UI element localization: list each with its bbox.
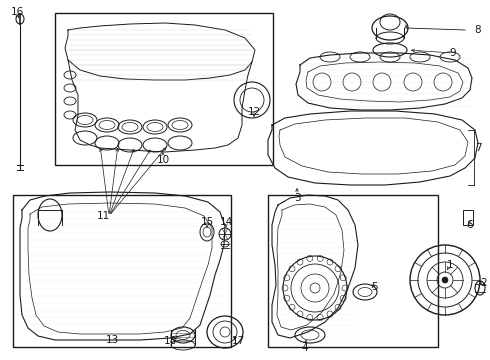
Text: 18: 18 (163, 336, 176, 346)
Text: 10: 10 (156, 155, 170, 165)
Bar (55, 13, 273, 165)
Text: 16: 16 (10, 7, 24, 17)
Text: 11: 11 (97, 211, 110, 221)
Text: 13: 13 (105, 335, 119, 345)
Text: 14: 14 (220, 217, 233, 227)
Text: 6: 6 (466, 220, 473, 230)
Text: 17: 17 (231, 336, 245, 346)
Text: 3: 3 (294, 193, 300, 203)
Ellipse shape (442, 277, 448, 283)
Bar (463, 210, 473, 225)
Text: 5: 5 (371, 282, 377, 292)
Text: 9: 9 (450, 48, 456, 58)
Bar (268, 195, 438, 347)
Text: 8: 8 (475, 25, 481, 35)
Text: 7: 7 (475, 143, 481, 153)
Text: 15: 15 (200, 217, 214, 227)
Text: 2: 2 (481, 278, 488, 288)
Text: 4: 4 (302, 343, 308, 353)
Text: 12: 12 (247, 107, 261, 117)
Text: 1: 1 (447, 260, 453, 270)
Bar (13, 195, 231, 347)
